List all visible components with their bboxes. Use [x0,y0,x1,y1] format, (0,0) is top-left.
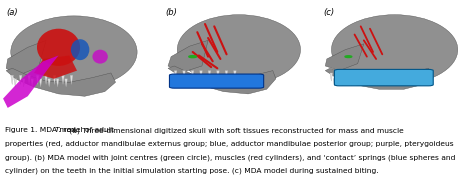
Polygon shape [194,76,197,85]
Polygon shape [219,76,222,85]
Polygon shape [45,75,47,85]
Polygon shape [325,68,432,89]
Polygon shape [228,76,231,85]
Text: (a) Three-dimensional digitized skull with soft tissues reconstructed for mass a: (a) Three-dimensional digitized skull wi… [67,127,404,134]
FancyBboxPatch shape [0,3,154,119]
Circle shape [189,56,197,58]
Text: Figure 1. MDA model of adult: Figure 1. MDA model of adult [5,127,116,133]
Ellipse shape [71,39,89,60]
Text: (b): (b) [165,8,177,17]
Polygon shape [384,79,387,86]
Ellipse shape [331,15,458,85]
Text: (a): (a) [6,8,18,17]
Polygon shape [34,55,77,79]
Polygon shape [14,79,17,87]
Polygon shape [358,79,361,86]
Text: group). (b) MDA model with joint centres (green circle), muscles (red cylinders): group). (b) MDA model with joint centres… [5,154,456,160]
Polygon shape [19,75,22,85]
Polygon shape [48,79,51,87]
Polygon shape [203,76,205,85]
Polygon shape [234,71,236,80]
Polygon shape [191,71,194,80]
Polygon shape [375,79,378,86]
FancyBboxPatch shape [318,3,472,119]
Polygon shape [6,68,116,96]
Ellipse shape [92,50,108,64]
Polygon shape [168,40,208,73]
Polygon shape [211,76,214,85]
Polygon shape [177,76,180,85]
Polygon shape [168,66,276,94]
Polygon shape [389,73,392,81]
Polygon shape [70,75,73,85]
Polygon shape [341,79,344,86]
Circle shape [345,56,352,57]
Polygon shape [325,44,364,71]
Polygon shape [11,75,14,85]
Polygon shape [217,71,219,80]
Polygon shape [356,73,358,81]
Polygon shape [174,71,177,80]
Text: T. rex.: T. rex. [55,127,78,133]
Polygon shape [39,79,42,87]
Polygon shape [200,71,202,80]
Polygon shape [27,75,30,85]
Ellipse shape [11,16,137,88]
Text: (c): (c) [324,8,335,17]
Polygon shape [31,79,34,87]
Polygon shape [6,40,46,75]
FancyBboxPatch shape [170,74,264,88]
Text: properties (red, adductor mandibulae externus group; blue, adductor mandibulae p: properties (red, adductor mandibulae ext… [5,141,454,147]
Ellipse shape [177,15,301,85]
Polygon shape [64,79,67,87]
FancyBboxPatch shape [334,69,433,86]
FancyBboxPatch shape [159,3,313,119]
Polygon shape [347,73,350,81]
Polygon shape [330,73,333,81]
Polygon shape [333,79,336,86]
Polygon shape [381,73,383,81]
Polygon shape [36,75,39,85]
Polygon shape [3,55,59,108]
Polygon shape [350,79,353,86]
Polygon shape [56,79,59,87]
Text: cylinder) on the teeth in the initial simulation starting pose. (c) MDA model du: cylinder) on the teeth in the initial si… [5,167,379,174]
Polygon shape [62,75,64,85]
Polygon shape [22,79,25,87]
Polygon shape [182,71,185,80]
Polygon shape [208,71,211,80]
Polygon shape [372,73,375,81]
Polygon shape [186,76,189,85]
Polygon shape [364,73,366,81]
Polygon shape [53,75,56,85]
Polygon shape [225,71,228,80]
Ellipse shape [37,29,80,66]
Polygon shape [367,79,370,86]
Polygon shape [338,73,341,81]
